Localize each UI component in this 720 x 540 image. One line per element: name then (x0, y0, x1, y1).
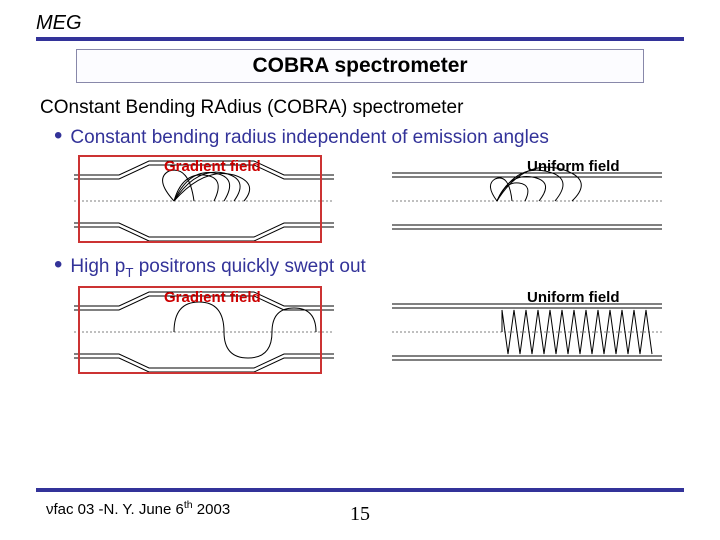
title-box: COBRA spectrometer (76, 49, 644, 83)
subtitle: COnstant Bending RAdius (COBRA) spectrom… (40, 97, 684, 119)
bullet-dot-icon: • (54, 258, 62, 272)
footer-main: fac 03 -N. Y. June 6 (54, 501, 184, 518)
footer-text: νfac 03 -N. Y. June 6th 2003 (46, 499, 230, 518)
fig-label-uniform-1: Uniform field (527, 158, 620, 175)
header-label: MEG (36, 12, 684, 35)
figure-gradient-1: Gradient field (54, 155, 357, 250)
bullet-1: • Constant bending radius independent of… (54, 127, 684, 149)
bullet-dot-icon: • (54, 129, 62, 143)
figure-gradient-2: Gradient field (54, 286, 357, 381)
bullet-2: • High pT positrons quickly swept out (54, 256, 684, 280)
header-rule (36, 37, 684, 41)
figure-uniform-1: Uniform field (377, 155, 680, 250)
nu-symbol: ν (46, 501, 54, 518)
fig-label-gradient-1: Gradient field (164, 158, 261, 175)
subscript-T: T (125, 265, 133, 280)
fig-label-uniform-2: Uniform field (527, 289, 620, 306)
fig-label-gradient-2: Gradient field (164, 289, 261, 306)
footer-rule (36, 488, 684, 492)
bullet-2-text: High pT positrons quickly swept out (70, 256, 365, 280)
page-number: 15 (350, 503, 370, 526)
title-text: COBRA spectrometer (252, 54, 467, 77)
figure-row-1: Gradient field (54, 155, 680, 250)
footer-sup: th (184, 499, 193, 511)
bullet-1-text: Constant bending radius independent of e… (70, 127, 549, 149)
footer-year: 2003 (193, 501, 231, 518)
figure-row-2: Gradient field Uniform field (54, 286, 680, 381)
figure-uniform-2: Uniform field (377, 286, 680, 381)
